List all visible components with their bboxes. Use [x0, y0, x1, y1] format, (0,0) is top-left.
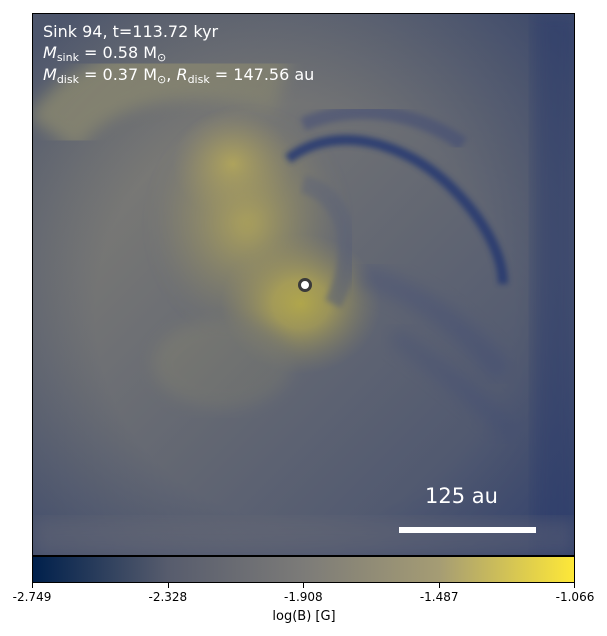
scalebar [399, 527, 536, 533]
colorbar-tick [32, 583, 33, 588]
disk-mass-symbol: M [43, 65, 57, 84]
colorbar-tick-label: -1.908 [283, 590, 323, 604]
disk-radius-subscript: disk [187, 73, 210, 86]
sink-mass-subscript: sink [56, 51, 79, 64]
sink-id-time: Sink 94, t=113.72 kyr [43, 22, 219, 41]
colorbar-tick [439, 583, 441, 588]
colorbar-tick [574, 583, 575, 588]
disk-radius-symbol: R [176, 65, 188, 84]
disk-mass-solar-symbol: ⊙ [157, 73, 167, 86]
disk-mass-subscript: disk [56, 73, 79, 86]
colorbar-label: log(B) [G] [272, 609, 336, 624]
colorbar [32, 556, 575, 583]
sink-mass-value: = 0.58 M [78, 43, 158, 62]
colorbar-tick-label: -2.749 [12, 590, 52, 604]
magnetic-field-map: Sink 94, t=113.72 kyr Msink = 0.58 M⊙ Md… [32, 13, 575, 556]
sink-mass: Msink = 0.58 M⊙ [43, 42, 166, 68]
disk-separator: , [166, 65, 177, 84]
sink-mass-solar-symbol: ⊙ [157, 51, 167, 64]
disk-mass-value: = 0.37 M [78, 65, 158, 84]
scalebar-label: 125 au [425, 484, 498, 508]
sink-mass-symbol: M [43, 43, 57, 62]
colorbar-tick [303, 583, 305, 588]
colorbar-tick-label: -1.487 [419, 590, 459, 604]
sink-marker [298, 278, 312, 292]
colorbar-tick-label: -2.328 [148, 590, 188, 604]
disk-properties: Mdisk = 0.37 M⊙, Rdisk = 147.56 au [43, 64, 314, 90]
colorbar-tick-label: -1.066 [555, 590, 595, 604]
disk-radius-value: = 147.56 au [209, 65, 315, 84]
colorbar-tick [167, 583, 169, 588]
